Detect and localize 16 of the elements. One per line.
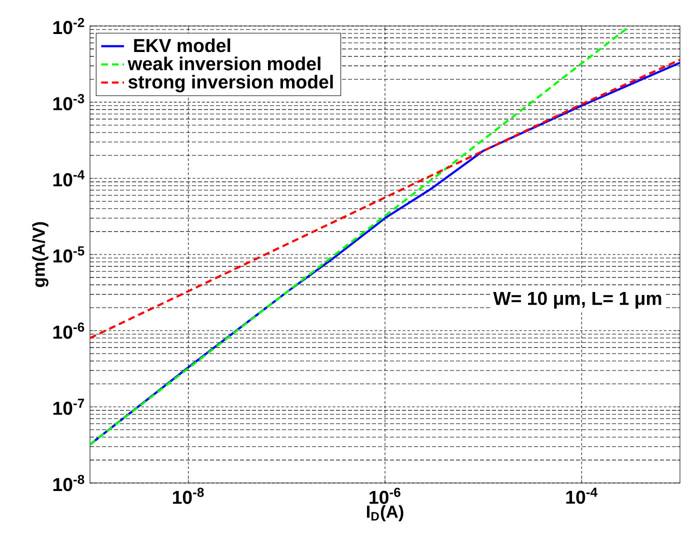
y-axis-title: gm(A/V) [32,222,48,288]
y-tick-label: 10$^{-8}$ [53,474,84,492]
annotation: W= 10 μm, L= 1 μm [493,292,662,309]
x-tick-label: 10$^{-6}$ [370,488,400,504]
legend-label: EKV model [134,38,230,52]
y-tick-label: 10$^{-4}$ [53,170,85,186]
x-tick-label: 10$^{-4}$ [566,488,598,504]
y-tick-label: 10$^{-5}$ [53,246,84,263]
y-tick-label: 10$^{-3}$ [53,94,84,110]
y-tick-label: 10$^{-6}$ [53,322,84,339]
legend-label: weak inversion model [128,56,320,70]
x-tick-label: 10$^{-8}$ [172,488,204,504]
legend-label: strong inversion model [128,74,333,92]
y-tick-label: 10$^{-7}$ [53,398,84,415]
y-tick-label: 10$^{-2}$ [53,18,84,34]
x-axis-title: I$_{D}$(A) [366,505,404,522]
